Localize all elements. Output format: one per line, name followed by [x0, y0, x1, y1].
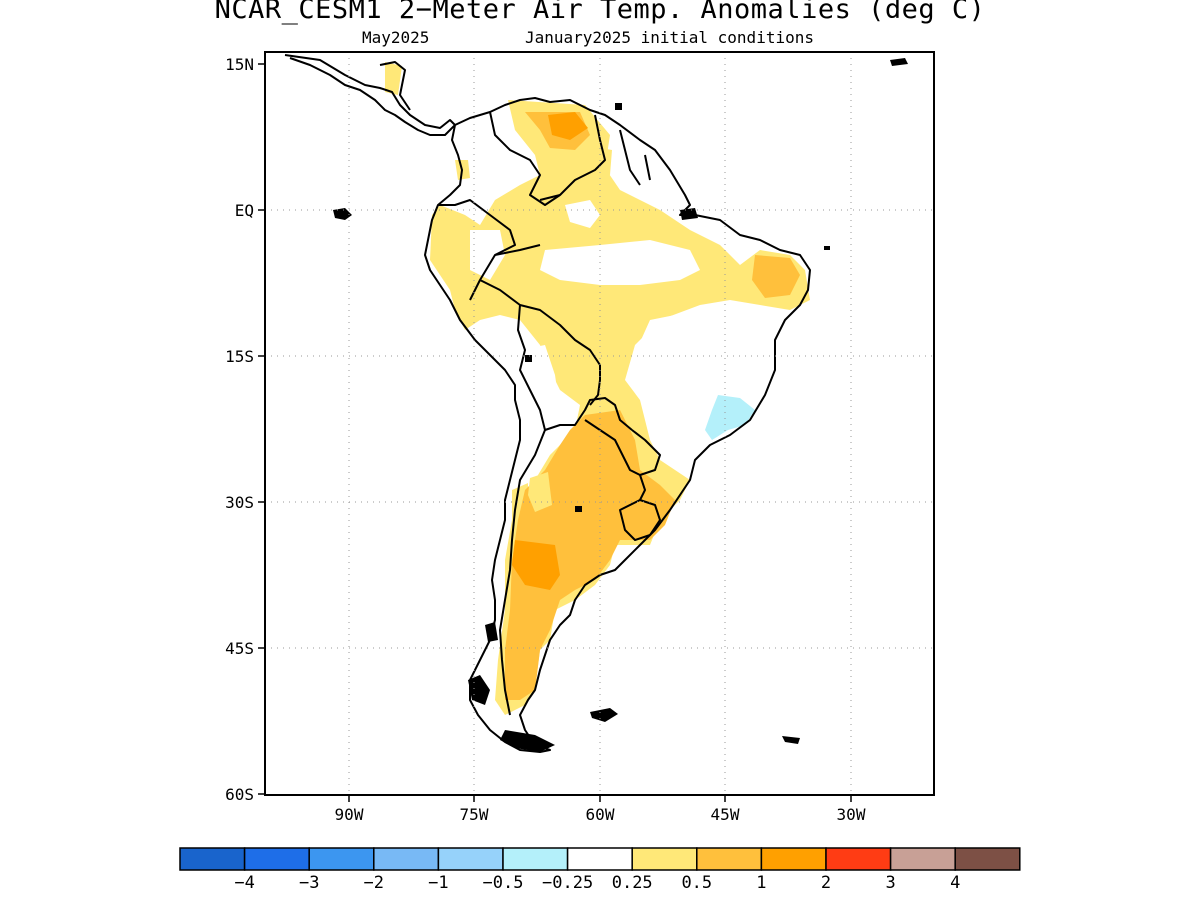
lon-label: 60W: [586, 805, 615, 824]
lon-label: 45W: [711, 805, 740, 824]
lat-label: 15N: [225, 55, 254, 74]
colorbar-label: 3: [885, 873, 895, 893]
map-subtitle-init: January2025 initial conditions: [525, 28, 814, 47]
colorbar-swatch: [889, 847, 956, 871]
border-bolivia: [517, 304, 633, 431]
anomaly-region-light-yellow: [385, 62, 402, 95]
anomaly-region-neutral: [565, 200, 600, 228]
colorbar-swatch: [954, 847, 1021, 871]
colorbar-label: −1: [428, 873, 448, 893]
island-marajo: [680, 208, 698, 220]
lon-label: 90W: [335, 805, 364, 824]
border-argentina-brazil: [639, 474, 646, 501]
map-subtitle-month: May2025: [362, 28, 430, 47]
lat-label: 45S: [225, 639, 254, 658]
anomaly-region-light-yellow: [598, 148, 612, 175]
colorbar-label: −3: [299, 873, 319, 893]
colorbar-swatch: [373, 847, 440, 871]
border-guianas: [619, 129, 651, 186]
colorbar-label: −4: [234, 873, 254, 893]
lat-label: 30S: [225, 493, 254, 512]
anomaly-shading: [385, 62, 810, 715]
island-chiloe: [485, 622, 498, 642]
anomaly-region-neutral: [540, 240, 700, 285]
island-tierra-del-fuego: [500, 730, 555, 752]
border-venezuela-guyana: [539, 114, 606, 201]
lon-label: 30W: [837, 805, 866, 824]
anomaly-region-orange-light: [752, 255, 800, 298]
anomaly-region-neutral: [632, 305, 775, 470]
colorbar-swatch: [502, 847, 569, 871]
border-paraguay: [584, 419, 661, 476]
island-trinidad: [615, 103, 622, 110]
colorbar-swatch: [179, 847, 246, 871]
colorbar-label: −2: [364, 873, 384, 893]
map-title: NCAR_CESM1 2−Meter Air Temp. Anomalies (…: [214, 0, 986, 25]
island-lake-titicaca: [525, 355, 532, 362]
lat-label: EQ: [235, 201, 254, 220]
anomaly-region-light-blue: [705, 395, 755, 440]
anomaly-region-orange: [548, 112, 588, 140]
border-brazil-west: [479, 244, 601, 406]
colorbar: [179, 847, 1021, 871]
island-cuba-fragment: [890, 58, 908, 66]
colorbar-swatch: [631, 847, 698, 871]
lat-label: 15S: [225, 347, 254, 366]
coastline-caribbean-central: [379, 61, 411, 111]
colorbar-swatch: [243, 847, 310, 871]
island-falklands: [590, 708, 618, 722]
lat-labels: 15N EQ 15S 30S 45S 60S: [225, 55, 254, 804]
colorbar-swatch: [760, 847, 827, 871]
island-galapagos: [333, 208, 352, 220]
colorbar-swatch: [696, 847, 763, 871]
coastline-central-america: [284, 54, 456, 136]
colorbar-label: −0.5: [483, 873, 524, 893]
colorbar-label: 0.25: [612, 873, 653, 893]
colorbar-label: 4: [950, 873, 960, 893]
anomaly-region-orange: [512, 540, 560, 590]
lat-label: 60S: [225, 785, 254, 804]
colorbar-swatch: [566, 847, 633, 871]
lon-label: 75W: [460, 805, 489, 824]
island-fernando-de-noronha: [824, 246, 830, 250]
colorbar-label: 2: [821, 873, 831, 893]
colorbar-label: −0.25: [542, 873, 593, 893]
colorbar-swatch: [825, 847, 892, 871]
border-argentina-uruguay: [619, 499, 661, 541]
anomaly-region-neutral: [515, 345, 560, 425]
island-uruguay-lagoon: [575, 506, 582, 512]
anomaly-region-neutral: [470, 230, 505, 280]
border-argentina-chile: [499, 429, 546, 716]
anomaly-region-light-yellow: [430, 100, 810, 715]
axis-ticks: [258, 63, 852, 802]
colorbar-swatch: [437, 847, 504, 871]
border-colombia-venezuela: [489, 111, 561, 206]
colorbar-swatch: [308, 847, 375, 871]
lon-labels: 90W 75W 60W 45W 30W: [335, 805, 866, 824]
island-south-georgia: [782, 736, 800, 744]
border-colombia-peru-ecuador: [438, 199, 516, 301]
colorbar-label: 1: [756, 873, 766, 893]
colorbar-label: 0.5: [681, 873, 712, 893]
colorbar-labels: −4 −3 −2 −1 −0.5 −0.25 0.25 0.5 1 2 3 4: [234, 873, 960, 893]
anomaly-region-light-yellow: [528, 472, 552, 512]
